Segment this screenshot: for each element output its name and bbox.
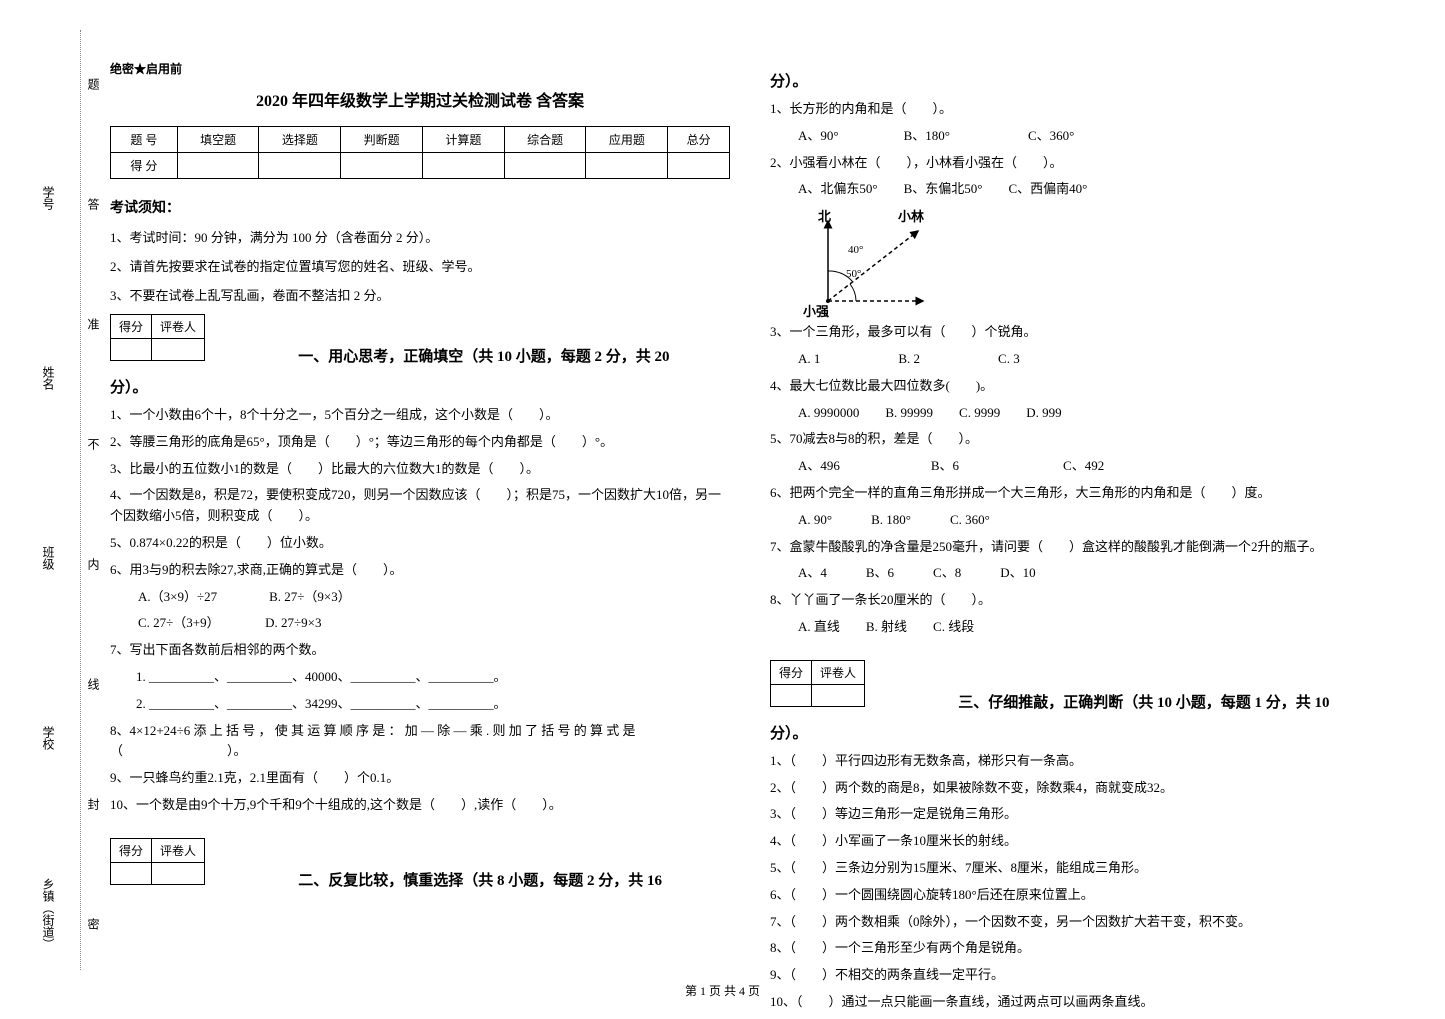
score-h2: 选择题	[259, 127, 341, 153]
q2-3-opts: A. 1 B. 2 C. 3	[770, 349, 1390, 370]
section1-heading-cont: 分）。	[110, 376, 730, 397]
section3-questions: 1、（ ）平行四边形有无数条高，梯形只有一条高。 2、（ ）两个数的商是8，如果…	[770, 751, 1390, 1013]
binding-hint-5: 准	[85, 318, 102, 330]
q1-6-opts-cd: C. 27÷（3+9） D. 27÷9×3	[110, 613, 730, 634]
q1-2: 2、等腰三角形的底角是65°，顶角是（ ）°；等边三角形的每个内角都是（ ）°。	[110, 432, 730, 453]
binding-label-1: 学校	[40, 726, 57, 750]
diagram-north: 北	[818, 206, 831, 225]
score-h3: 判断题	[341, 127, 423, 153]
binding-dotline	[80, 30, 81, 970]
q1-6-opts-ab: A.（3×9）÷27 B. 27÷（9×3）	[110, 587, 730, 608]
q1-7: 7、写出下面各数前后相邻的两个数。	[110, 640, 730, 661]
score-h4: 计算题	[422, 127, 504, 153]
score-h0: 题 号	[111, 127, 178, 153]
grader-box-3: 得分评卷人	[770, 660, 865, 707]
score-rowlabel: 得 分	[111, 153, 178, 179]
score-table: 题 号 填空题 选择题 判断题 计算题 综合题 应用题 总分 得 分	[110, 126, 730, 179]
grader-a: 得分	[111, 315, 152, 339]
score-h6: 应用题	[586, 127, 668, 153]
rule-1: 1、考试时间：90 分钟，满分为 100 分（含卷面分 2 分）。	[110, 227, 730, 246]
binding-hint-4: 不	[85, 438, 102, 450]
score-h7: 总分	[668, 127, 730, 153]
right-column: 分）。 1、长方形的内角和是（ ）。 A、90° B、180° C、360° 2…	[770, 60, 1390, 1019]
q2-4-opts: A. 9990000 B. 99999 C. 9999 D. 999	[770, 403, 1390, 424]
q2-7-opts: A、4 B、6 C、8 D、10	[770, 563, 1390, 584]
bearing-diagram: 北 小林 小强 40° 50°	[798, 206, 948, 316]
binding-label-3: 姓名	[40, 366, 57, 390]
q3-7: 7、（ ）两个数相乘（0除外），一个因数不变，另一个因数扩大若干变，积不变。	[770, 912, 1390, 933]
diagram-xiaoqiang: 小强	[803, 301, 829, 320]
q2-6-opts: A. 90° B. 180° C. 360°	[770, 510, 1390, 531]
rule-3: 3、不要在试卷上乱写乱画，卷面不整洁扣 2 分。	[110, 285, 730, 304]
diagram-xiaolin: 小林	[898, 206, 924, 225]
q1-3: 3、比最小的五位数小1的数是（ ）比最大的六位数大1的数是（ ）。	[110, 459, 730, 480]
q2-5-opts: A、496 B、6 C、492	[770, 456, 1390, 477]
binding-hint-7: 题	[85, 78, 102, 90]
q1-1: 1、一个小数由6个十，8个十分之一，5个百分之一组成，这个小数是（ ）。	[110, 405, 730, 426]
q1-9: 9、一只蜂鸟约重2.1克，2.1里面有（ ）个0.1。	[110, 768, 730, 789]
q2-6: 6、把两个完全一样的直角三角形拼成一个大三角形，大三角形的内角和是（ ）度。	[770, 483, 1390, 504]
q1-4: 4、一个因数是8，积是72，要使积变成720，则另一个因数应该（ ）；积是75，…	[110, 485, 730, 527]
q2-4: 4、最大七位数比最大四位数多( )。	[770, 376, 1390, 397]
section1-heading: 一、用心思考，正确填空（共 10 小题，每题 2 分，共 20	[298, 349, 669, 365]
section2-heading-cont: 分）。	[770, 70, 1390, 91]
diagram-angle50: 50°	[846, 268, 861, 280]
q3-3: 3、（ ）等边三角形一定是锐角三角形。	[770, 804, 1390, 825]
q2-1: 1、长方形的内角和是（ ）。	[770, 99, 1390, 120]
q3-2: 2、（ ）两个数的商是8，如果被除数不变，除数乘4，商就变成32。	[770, 778, 1390, 799]
table-row: 得 分	[111, 153, 730, 179]
page-content: 绝密★启用前 2020 年四年级数学上学期过关检测试卷 含答案 题 号 填空题 …	[110, 60, 1410, 1019]
score-h5: 综合题	[504, 127, 586, 153]
binding-hint-2: 线	[85, 678, 102, 690]
rules-list: 1、考试时间：90 分钟，满分为 100 分（含卷面分 2 分）。 2、请首先按…	[110, 227, 730, 304]
q3-5: 5、（ ）三条边分别为15厘米、7厘米、8厘米，能组成三角形。	[770, 858, 1390, 879]
q1-7-2: 2. __________、__________、34299、_________…	[110, 694, 730, 715]
q2-2: 2、小强看小林在（ ），小林看小强在（ ）。	[770, 153, 1390, 174]
q3-8: 8、（ ）一个三角形至少有两个角是锐角。	[770, 938, 1390, 959]
binding-label-2: 班级	[40, 546, 57, 570]
q3-4: 4、（ ）小军画了一条10厘米长的射线。	[770, 831, 1390, 852]
q2-1-opts: A、90° B、180° C、360°	[770, 126, 1390, 147]
q3-1: 1、（ ）平行四边形有无数条高，梯形只有一条高。	[770, 751, 1390, 772]
q2-7: 7、盒蒙牛酸酸乳的净含量是250毫升，请问要（ ）盒这样的酸酸乳才能倒满一个2升…	[770, 537, 1390, 558]
binding-hint-0: 密	[85, 918, 102, 930]
q1-10: 10、一个数是由9个十万,9个千和9个十组成的,这个数是（ ）,读作（ ）。	[110, 795, 730, 816]
binding-label-0: 乡镇（街道）	[40, 878, 57, 950]
q1-7-1: 1. __________、__________、40000、_________…	[110, 667, 730, 688]
q2-2-opts: A、北偏东50° B、东偏北50° C、西偏南40°	[770, 179, 1390, 200]
section3-heading-cont: 分）。	[770, 722, 1390, 743]
grader-box-2: 得分评卷人	[110, 838, 205, 885]
q2-3: 3、一个三角形，最多可以有（ ）个锐角。	[770, 322, 1390, 343]
section1-questions: 1、一个小数由6个十，8个十分之一，5个百分之一组成，这个小数是（ ）。 2、等…	[110, 405, 730, 816]
binding-margin: 乡镇（街道） 学校 班级 姓名 学号 密 封 线 内 不 准 答 题	[40, 30, 90, 970]
q2-8-opts: A. 直线 B. 射线 C. 线段	[770, 617, 1390, 638]
q1-8: 8、4×12+24÷6 添 上 括 号 ， 使 其 运 算 顺 序 是 ： 加 …	[110, 721, 730, 763]
score-h1: 填空题	[177, 127, 259, 153]
left-column: 绝密★启用前 2020 年四年级数学上学期过关检测试卷 含答案 题 号 填空题 …	[110, 60, 730, 1019]
paper-title: 2020 年四年级数学上学期过关检测试卷 含答案	[110, 87, 730, 111]
binding-hint-1: 封	[85, 798, 102, 810]
section2-questions: 1、长方形的内角和是（ ）。 A、90° B、180° C、360° 2、小强看…	[770, 99, 1390, 638]
grader-box: 得分评卷人	[110, 314, 205, 361]
secret-label: 绝密★启用前	[110, 60, 730, 77]
table-row: 题 号 填空题 选择题 判断题 计算题 综合题 应用题 总分	[111, 127, 730, 153]
q1-6: 6、用3与9的积去除27,求商,正确的算式是（ ）。	[110, 560, 730, 581]
binding-hint-6: 答	[85, 198, 102, 210]
q2-8: 8、丫丫画了一条长20厘米的（ ）。	[770, 590, 1390, 611]
rules-heading: 考试须知：	[110, 197, 730, 217]
section3-heading: 三、仔细推敲，正确判断（共 10 小题，每题 1 分，共 10	[958, 695, 1329, 711]
rule-2: 2、请首先按要求在试卷的指定位置填写您的姓名、班级、学号。	[110, 256, 730, 275]
grader-b: 评卷人	[152, 315, 205, 339]
section2-heading: 二、反复比较，慎重选择（共 8 小题，每题 2 分，共 16	[298, 873, 662, 889]
page-footer: 第 1 页 共 4 页	[0, 982, 1445, 999]
q2-5: 5、70减去8与8的积，差是（ ）。	[770, 429, 1390, 450]
binding-label-4: 学号	[40, 186, 57, 210]
binding-hint-3: 内	[85, 558, 102, 570]
q1-5: 5、0.874×0.22的积是（ ）位小数。	[110, 533, 730, 554]
diagram-angle40: 40°	[848, 244, 863, 256]
q3-6: 6、（ ）一个圆围绕圆心旋转180°后还在原来位置上。	[770, 885, 1390, 906]
